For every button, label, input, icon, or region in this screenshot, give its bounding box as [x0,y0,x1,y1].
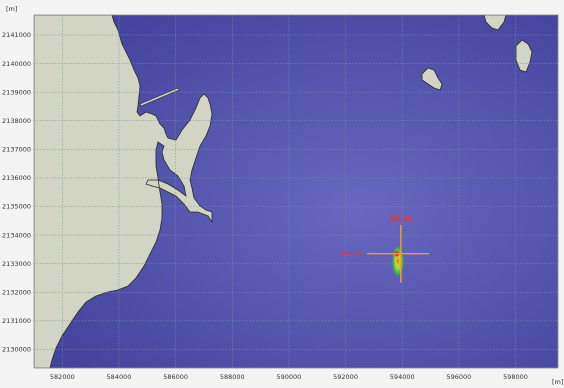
y-tick-label: 2133000 [2,260,31,268]
y-tick-label: 2136000 [2,174,31,182]
x-tick-label: 594000 [390,373,415,381]
mc-01-label[interactable]: MC 01 [341,249,363,258]
y-unit-label: [m] [6,5,17,13]
y-tick-label: 2141000 [2,31,31,39]
island-far-east [515,39,533,73]
x-tick-label: 590000 [277,373,302,381]
map-grid [34,15,558,368]
x-tick-label: 582000 [50,373,75,381]
x-tick-label: 586000 [163,373,188,381]
x-tick-label: 596000 [446,373,471,381]
mc-02-label[interactable]: MC 02 [390,214,412,223]
y-tick-label: 2131000 [2,317,31,325]
y-tick-label: 2130000 [2,346,31,354]
y-tick-label: 2134000 [2,231,31,239]
y-tick-label: 2132000 [2,288,31,296]
y-axis: 2141000 2140000 2139000 2138000 2137000 21360… [2,31,31,353]
mainland-coast [34,15,213,368]
x-tick-label: 584000 [107,373,132,381]
y-tick-label: 2137000 [2,146,31,154]
island-east [421,67,443,91]
y-tick-label: 2138000 [2,117,31,125]
y-tick-label: 2135000 [2,203,31,211]
x-axis: 582000 584000 586000 588000 590000 592000 5940… [50,373,528,381]
plot-border [33,14,559,369]
y-tick-label: 2140000 [2,60,31,68]
x-unit-label: [m] [552,378,563,386]
island-northeast [483,15,507,31]
x-tick-label: 598000 [503,373,528,381]
y-tick-label: 2139000 [2,88,31,96]
x-tick-label: 588000 [220,373,245,381]
breakwater [139,87,180,107]
plume [391,246,404,279]
x-tick-label: 592000 [333,373,358,381]
